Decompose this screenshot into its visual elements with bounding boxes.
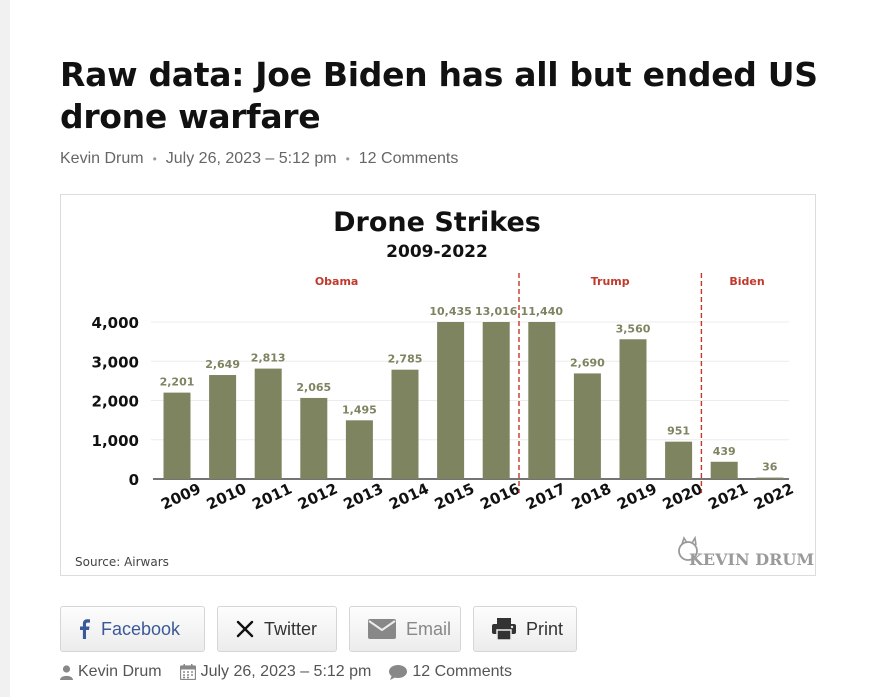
bar-value-label: 2,649: [205, 358, 240, 371]
drone-strikes-chart: Drone Strikes 2009-2022 0 1,000 2,000 3,000…: [60, 194, 816, 576]
y-tick-label: 4,000: [92, 314, 139, 332]
bar-2018: [573, 373, 601, 479]
bar-2010: [209, 375, 237, 479]
footer-comments: 12 Comments: [389, 663, 512, 681]
share-facebook-button[interactable]: Facebook: [60, 606, 205, 652]
print-label: Print: [526, 618, 564, 639]
bar-2009: [163, 392, 191, 479]
bar-value-label: 439: [713, 445, 736, 458]
bar-value-label: 2,201: [160, 376, 195, 389]
bar-2017: [528, 322, 556, 479]
share-facebook-label: Facebook: [101, 618, 181, 639]
y-tick-label: 2,000: [92, 393, 139, 411]
article-footer-meta: Kevin Drum July 26, 2023 – 5:12 pm 12 Co…: [60, 663, 530, 681]
bar-2014: [391, 369, 419, 479]
user-icon: [60, 664, 73, 680]
facebook-icon: [77, 619, 91, 639]
y-tick-label: 3,000: [92, 353, 139, 371]
bar-2020: [665, 441, 693, 479]
era-label: Obama: [315, 275, 359, 288]
byline-separator: •: [345, 152, 350, 166]
x-tick-label: 2009: [158, 479, 203, 513]
bar-2021: [710, 461, 738, 479]
bar-value-label: 2,690: [570, 356, 605, 369]
footer-date-link[interactable]: July 26, 2023 – 5:12 pm: [200, 663, 372, 680]
bar-2016: [482, 322, 510, 479]
bar-value-label: 36: [762, 461, 778, 474]
article-title: Raw data: Joe Biden has all but ended US…: [60, 55, 818, 136]
byline-comments-link[interactable]: 12 Comments: [358, 150, 459, 167]
footer-date: July 26, 2023 – 5:12 pm: [179, 663, 372, 681]
chart-subtitle: 2009-2022: [386, 242, 488, 262]
x-tick-label: 2013: [341, 479, 386, 513]
footer-author: Kevin Drum: [60, 663, 162, 681]
x-tick-label: 2022: [751, 479, 796, 513]
bar-2015: [437, 322, 465, 479]
x-tick-label: 2010: [204, 479, 249, 513]
x-tick-label: 2011: [249, 479, 294, 513]
era-label: Trump: [591, 275, 630, 288]
bar-value-label: 11,440: [521, 305, 564, 318]
x-tick-label: 2019: [614, 479, 659, 513]
bar-value-label: 10,435: [429, 305, 471, 318]
bar-value-label: 2,065: [296, 381, 331, 394]
chart-era-markers: Obama Trump Biden: [315, 273, 765, 493]
bar-value-label: 1,495: [342, 403, 377, 416]
bar-2011: [254, 368, 282, 479]
bar-2022: [756, 477, 784, 479]
chart-title: Drone Strikes: [333, 207, 541, 238]
share-buttons: Facebook Twitter Email Print: [60, 606, 577, 652]
bar-2012: [300, 397, 328, 479]
y-tick-label: 1,000: [92, 432, 139, 450]
print-button[interactable]: Print: [473, 606, 577, 652]
printer-icon: [492, 618, 516, 640]
chart-x-axis: 2009 2010 2011 2012 2013 2014 2015 2016 2017 2018…: [158, 479, 796, 513]
kevin-drum-watermark: KEVIN DRUM: [678, 535, 814, 569]
y-tick-label: 0: [129, 471, 139, 489]
article-byline: Kevin Drum • July 26, 2023 – 5:12 pm • 1…: [60, 150, 458, 168]
bar-value-label: 3,560: [616, 322, 651, 335]
byline-separator: •: [152, 152, 157, 166]
chart-source: Source: Airwars: [75, 555, 169, 569]
era-label: Biden: [729, 275, 764, 288]
chart-y-axis: 0 1,000 2,000 3,000 4,000: [92, 314, 139, 489]
byline-author-link[interactable]: Kevin Drum: [60, 150, 144, 167]
share-twitter-label: Twitter: [264, 618, 318, 639]
x-tick-label: 2021: [705, 479, 750, 513]
x-tick-label: 2017: [523, 479, 568, 513]
comment-bubble-icon: [389, 664, 408, 680]
cat-logo-icon: [678, 535, 698, 561]
bar-2019: [619, 339, 647, 479]
watermark-text: KEVIN DRUM: [689, 550, 814, 569]
x-tick-label: 2015: [432, 479, 477, 513]
envelope-icon: [368, 619, 396, 639]
share-twitter-button[interactable]: Twitter: [217, 606, 337, 652]
x-tick-label: 2016: [477, 479, 522, 513]
chart-bars: [163, 322, 784, 479]
x-icon: [236, 620, 254, 638]
bar-value-label: 13,016: [475, 305, 518, 318]
x-tick-label: 2012: [295, 479, 340, 513]
x-tick-label: 2018: [569, 479, 614, 513]
bar-value-label: 2,785: [388, 353, 423, 366]
page-left-gutter: [0, 0, 10, 697]
bar-2013: [345, 420, 373, 479]
bar-value-label: 2,813: [251, 352, 286, 365]
share-email-button[interactable]: Email: [349, 606, 461, 652]
chart-data-labels: 2,201 2,649 2,813 2,065 1,495 2,785 10,435 13,0…: [160, 305, 778, 474]
x-tick-label: 2014: [386, 479, 431, 513]
chart-canvas: Drone Strikes 2009-2022 0 1,000 2,000 3,000…: [75, 207, 814, 569]
x-tick-label: 2020: [660, 479, 705, 513]
footer-author-link[interactable]: Kevin Drum: [78, 663, 162, 680]
byline-date-link[interactable]: July 26, 2023 – 5:12 pm: [165, 150, 337, 167]
calendar-icon: [179, 664, 196, 680]
share-email-label: Email: [406, 618, 452, 639]
chart-gridlines: [151, 321, 789, 480]
bar-value-label: 951: [667, 425, 690, 438]
footer-comments-link[interactable]: 12 Comments: [412, 663, 512, 680]
